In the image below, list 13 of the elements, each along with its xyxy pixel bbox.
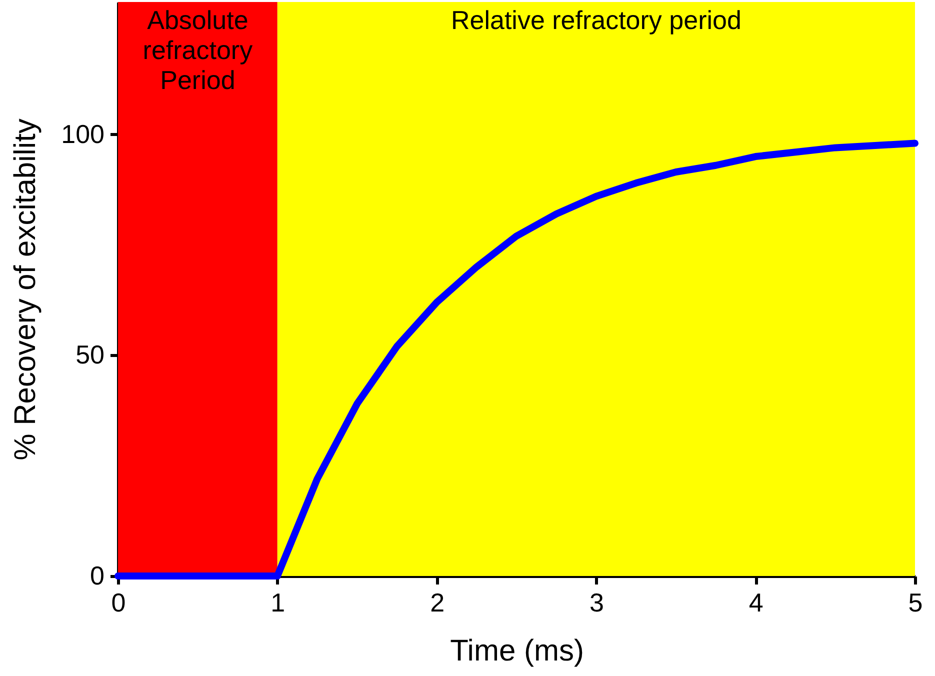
x-tick-label: 4 (748, 588, 764, 618)
x-axis-title: Time (ms) (450, 634, 584, 668)
band-label: Relative refractory period (450, 5, 742, 35)
x-tick-label: 1 (270, 588, 286, 618)
x-tick-label: 2 (430, 588, 445, 618)
band-label: Absolute refractory Period (142, 5, 253, 95)
y-axis-title: % Recovery of excitability (9, 118, 42, 460)
x-tick-label: 5 (908, 588, 923, 618)
x-tick-label: 3 (589, 588, 604, 618)
y-tick-label: 100 (61, 118, 104, 149)
y-tick-label: 50 (76, 340, 104, 370)
y-tick-label: 0 (90, 560, 104, 590)
x-tick-label: 0 (111, 588, 126, 618)
